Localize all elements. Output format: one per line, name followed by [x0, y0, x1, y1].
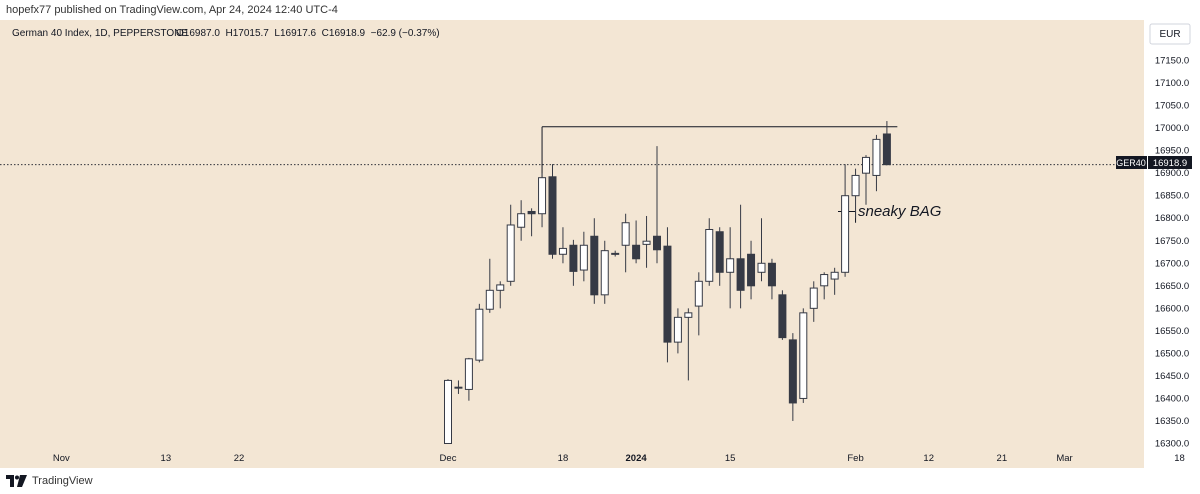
time-axis: Oct16Nov1322Dec18202415Feb1221Mar18 — [53, 453, 1185, 464]
candle-body-down — [548, 176, 557, 255]
candle-body-up — [558, 247, 567, 255]
candle-body-up — [809, 287, 818, 309]
candle-body-up — [820, 274, 829, 287]
ticker-tag-label: GER40 — [1116, 158, 1146, 168]
price-tick-label: 16900.0 — [1155, 168, 1189, 179]
candle-body-up — [496, 284, 505, 291]
candle-body-up — [862, 156, 870, 174]
candle-body-up — [611, 252, 620, 255]
candle-body-down — [747, 253, 756, 287]
candle-body-down — [788, 339, 797, 404]
price-tick-label: 16600.0 — [1155, 303, 1189, 314]
time-tick-label: 18 — [1174, 453, 1185, 464]
candle-body-down — [454, 386, 463, 389]
chart-legend-symbol: German 40 Index, 1D, PEPPERSTONE — [12, 28, 188, 39]
candle-body-up — [705, 228, 714, 282]
time-tick-label: 13 — [161, 453, 172, 464]
time-tick-label: 18 — [558, 453, 569, 464]
price-tick-label: 17000.0 — [1155, 123, 1189, 134]
price-tick-label: 17150.0 — [1155, 56, 1189, 67]
price-tick-label: 16850.0 — [1155, 191, 1189, 202]
candle-body-up — [538, 177, 547, 215]
candle-body-up — [642, 240, 651, 245]
price-tick-label: 16500.0 — [1155, 348, 1189, 359]
candle-body-up — [872, 138, 881, 176]
candle-body-up — [485, 289, 494, 310]
plot-background — [0, 20, 1144, 468]
price-tick-label: 16350.0 — [1155, 416, 1189, 427]
drawings — [0, 126, 1116, 223]
candle-body-down — [653, 235, 661, 251]
candle-body-up — [841, 195, 850, 273]
candle-body-down — [882, 133, 891, 166]
price-tick-label: 16750.0 — [1155, 236, 1189, 247]
footer-brand: TradingView — [32, 475, 93, 487]
price-tag — [1148, 156, 1192, 169]
price-tick-label: 17050.0 — [1155, 101, 1189, 112]
candle-body-up — [851, 174, 860, 197]
price-tick-label: 16950.0 — [1155, 146, 1189, 157]
candle-body-up — [673, 316, 682, 343]
candle-body-up — [600, 250, 609, 296]
candle-body-up — [757, 262, 766, 273]
price-tick-label: 16300.0 — [1155, 438, 1189, 449]
price-tick-label: 16400.0 — [1155, 393, 1189, 404]
candle-body-up — [694, 280, 703, 307]
currency-button[interactable] — [1149, 23, 1191, 45]
annotation-text: sneaky BAG — [858, 203, 942, 220]
candle-series — [444, 121, 891, 444]
time-tick-label: Dec — [440, 453, 457, 464]
time-tick-label: 12 — [923, 453, 934, 464]
candle-body-down — [590, 235, 599, 296]
footer: TradingView — [0, 470, 1200, 494]
candle-body-up — [464, 358, 473, 390]
price-tick-label: 16450.0 — [1155, 371, 1189, 382]
time-tick-label: 2024 — [626, 453, 648, 464]
candle-body-up — [475, 308, 484, 361]
price-axis-background — [1144, 20, 1200, 468]
ticker-tag — [1116, 156, 1147, 169]
chart-area[interactable]: Oct16Nov1322Dec18202415Feb1221Mar18 1630… — [0, 20, 1200, 468]
price-tick-label: 16650.0 — [1155, 281, 1189, 292]
candle-body-down — [778, 294, 787, 339]
candle-body-up — [444, 379, 452, 444]
candle-body-up — [579, 244, 588, 271]
candle-body-up — [517, 213, 526, 228]
candle-body-up — [684, 312, 693, 318]
candle-body-up — [799, 312, 808, 399]
price-tick-label: 17100.0 — [1155, 78, 1189, 89]
candle-body-up — [726, 258, 735, 273]
price-tag-label: 16918.9 — [1153, 158, 1187, 169]
candle-body-down — [663, 245, 672, 343]
candle-body-down — [736, 258, 745, 291]
time-tick-label: 21 — [997, 453, 1008, 464]
candle-body-up — [506, 224, 515, 282]
time-tick-label: Feb — [847, 453, 863, 464]
chart-legend-values: O16987.0 H17015.7 L16917.6 C16918.9 −62.… — [176, 28, 440, 39]
price-tick-label: 16800.0 — [1155, 213, 1189, 224]
time-tick-label: 15 — [725, 453, 736, 464]
candle-body-down — [569, 244, 578, 272]
candle-body-down — [632, 244, 641, 260]
candle-body-down — [715, 231, 724, 273]
candle-body-up — [621, 222, 630, 246]
tradingview-logo-icon — [6, 475, 27, 487]
time-tick-label: 22 — [234, 453, 245, 464]
candlestick-chart[interactable]: Oct16Nov1322Dec18202415Feb1221Mar18 1630… — [0, 20, 1200, 468]
candle-body-down — [767, 262, 776, 287]
publisher-bar: hopefx77 published on TradingView.com, A… — [0, 0, 1200, 20]
candle-body-up — [830, 271, 839, 280]
publisher-text: hopefx77 published on TradingView.com, A… — [6, 4, 338, 16]
price-tick-label: 16700.0 — [1155, 258, 1189, 269]
candle-body-down — [527, 210, 536, 215]
price-tick-label: 16550.0 — [1155, 326, 1189, 337]
time-tick-label: Mar — [1056, 453, 1072, 464]
time-tick-label: Nov — [53, 453, 70, 464]
price-axis: 16300.0 16350.0 16400.0 16450.0 16500.0 16550… — [1155, 56, 1189, 450]
currency-label: EUR — [1159, 29, 1180, 40]
